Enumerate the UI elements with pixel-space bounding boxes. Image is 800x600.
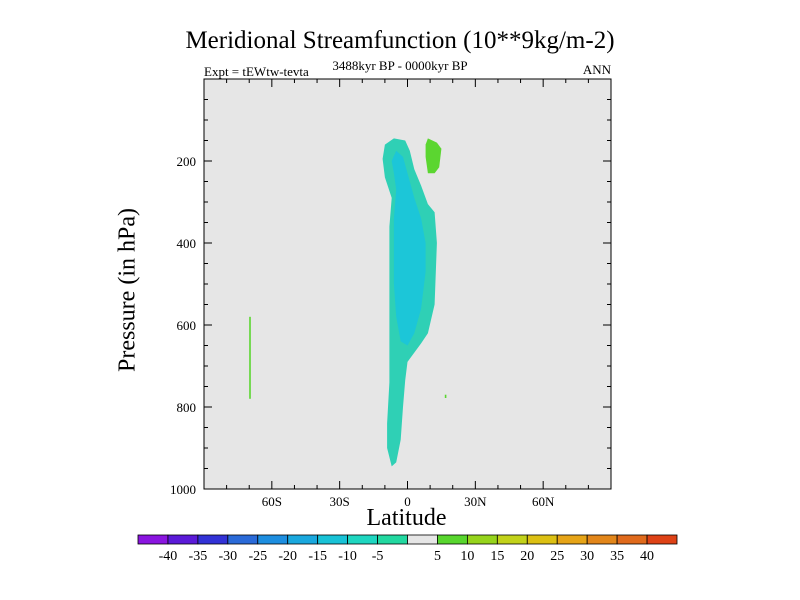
colorbar-label: -30 bbox=[218, 549, 237, 564]
colorbar-box bbox=[377, 534, 408, 545]
colorbar-box bbox=[556, 534, 588, 545]
colorbar-box bbox=[137, 534, 169, 545]
x-tick-label: 30S bbox=[330, 494, 350, 509]
y-tick-label: 1000 bbox=[170, 482, 196, 497]
colorbar-label: -20 bbox=[278, 549, 297, 564]
x-axis-label: Latitude bbox=[366, 505, 447, 531]
colorbar-box bbox=[586, 534, 618, 545]
region-pos5-upper bbox=[425, 138, 442, 174]
colorbar-box bbox=[466, 534, 498, 545]
colorbar-box bbox=[646, 534, 678, 545]
colorbar-label: 10 bbox=[460, 549, 474, 564]
colorbar-label: 40 bbox=[640, 549, 654, 564]
colorbar-box bbox=[616, 534, 648, 545]
x-tick-label: 0 bbox=[404, 494, 411, 509]
y-tick-label: 200 bbox=[177, 154, 197, 169]
colorbar-label: -10 bbox=[338, 549, 357, 564]
colorbar-box bbox=[197, 534, 229, 545]
colorbar-label: 15 bbox=[490, 549, 504, 564]
colorbar-box bbox=[257, 534, 289, 545]
colorbar-label: -25 bbox=[248, 549, 267, 564]
colorbar-box bbox=[496, 534, 528, 545]
colorbar-box bbox=[317, 534, 349, 545]
region-pos5-south bbox=[249, 316, 251, 399]
colorbar-label: 35 bbox=[610, 549, 624, 564]
season-label: ANN bbox=[582, 62, 611, 77]
time-range-label: 3488kyr BP - 0000kyr BP bbox=[332, 58, 468, 73]
x-tick-label: 60N bbox=[532, 494, 555, 509]
experiment-label: Expt = tEWtw-tevta bbox=[204, 64, 309, 79]
colorbar-box bbox=[347, 534, 378, 545]
colorbar-label: -5 bbox=[372, 549, 384, 564]
colorbar-box bbox=[526, 534, 558, 545]
chart-title: Meridional Streamfunction (10**9kg/m-2) bbox=[185, 27, 615, 54]
colorbar-label: -40 bbox=[159, 549, 178, 564]
colorbar-box bbox=[437, 534, 468, 545]
y-tick-label: 800 bbox=[177, 400, 197, 415]
colorbar-box bbox=[167, 534, 199, 545]
colorbar-box bbox=[227, 534, 259, 545]
y-tick-label: 400 bbox=[177, 236, 197, 251]
colorbar-box bbox=[287, 534, 319, 545]
colorbar-label: 5 bbox=[434, 549, 441, 564]
colorbar-box bbox=[407, 534, 438, 545]
colorbar-label: -35 bbox=[189, 549, 208, 564]
y-tick-label: 600 bbox=[177, 318, 197, 333]
x-tick-label: 60S bbox=[262, 494, 282, 509]
region-pos5-speck bbox=[444, 394, 447, 398]
colorbar-label: -15 bbox=[308, 549, 327, 564]
colorbar-label: 25 bbox=[550, 549, 564, 564]
region-neg10-core bbox=[391, 150, 426, 346]
colorbar-label: 20 bbox=[520, 549, 534, 564]
x-tick-label: 30N bbox=[464, 494, 487, 509]
colorbar-label: 30 bbox=[580, 549, 594, 564]
